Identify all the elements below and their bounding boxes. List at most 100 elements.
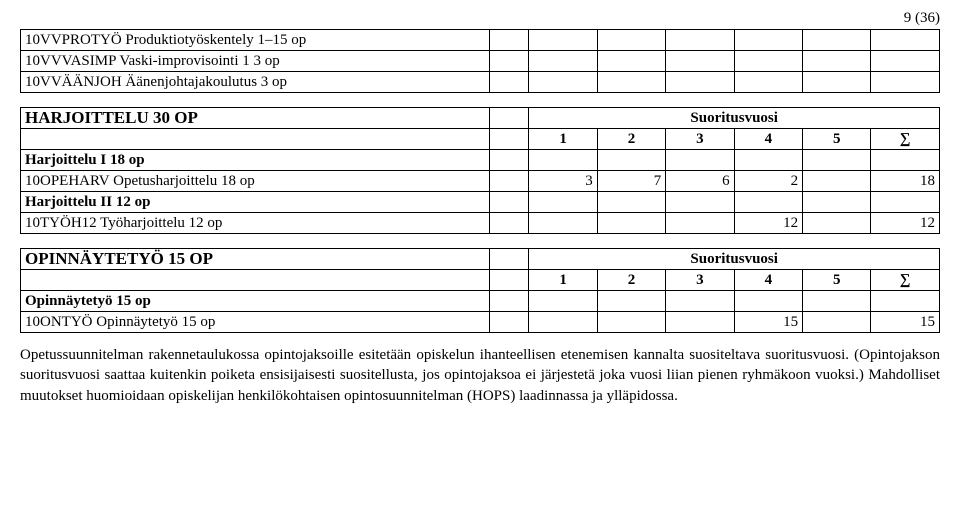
intro-empty-cell: [490, 72, 529, 93]
value-cell: [666, 291, 734, 312]
section-title: OPINNÄYTETYÖ 15 OP: [21, 249, 490, 270]
gap-cell: [490, 129, 529, 150]
gap-cell: [490, 249, 529, 270]
empty-cell: [21, 270, 490, 291]
intro-label: 10VVVASIMP Vaski-improvisointi 1 3 op: [21, 51, 490, 72]
year-col-header: 3: [666, 270, 734, 291]
value-cell: [597, 192, 665, 213]
value-cell: 7: [597, 171, 665, 192]
year-col-header: 4: [734, 129, 802, 150]
value-cell: [871, 192, 940, 213]
year-col-header: 2: [597, 129, 665, 150]
section-table: HARJOITTELU 30 OPSuoritusvuosi12345∑Harj…: [20, 107, 940, 234]
value-cell: [734, 150, 802, 171]
row-label: 10TYÖH12 Työharjoittelu 12 op: [21, 213, 490, 234]
value-cell: [803, 213, 871, 234]
intro-empty-cell: [871, 30, 940, 51]
value-cell: 15: [871, 312, 940, 333]
value-cell: [666, 192, 734, 213]
intro-empty-cell: [529, 72, 597, 93]
intro-empty-cell: [734, 51, 802, 72]
table-row: 10ONTYÖ Opinnäytetyö 15 op 15 15: [21, 312, 940, 333]
value-cell: [803, 192, 871, 213]
value-cell: 6: [666, 171, 734, 192]
intro-empty-cell: [666, 72, 734, 93]
table-row: Harjoittelu II 12 op: [21, 192, 940, 213]
year-col-header: 1: [529, 129, 597, 150]
value-cell: 3: [529, 171, 597, 192]
value-cell: [666, 150, 734, 171]
year-col-header: 5: [803, 270, 871, 291]
intro-table: 10VVPROTYÖ Produktiotyöskentely 1–15 op1…: [20, 29, 940, 93]
row-label: 10ONTYÖ Opinnäytetyö 15 op: [21, 312, 490, 333]
row-label: Harjoittelu II 12 op: [21, 192, 490, 213]
intro-empty-cell: [597, 72, 665, 93]
table-row: Opinnäytetyö 15 op: [21, 291, 940, 312]
year-header: Suoritusvuosi: [529, 249, 940, 270]
value-cell: [597, 312, 665, 333]
value-cell: [597, 291, 665, 312]
value-cell: [529, 291, 597, 312]
year-col-header: 2: [597, 270, 665, 291]
value-cell: [803, 291, 871, 312]
value-cell: [871, 291, 940, 312]
gap-cell: [490, 150, 529, 171]
gap-cell: [490, 213, 529, 234]
intro-empty-cell: [490, 51, 529, 72]
section-title: HARJOITTELU 30 OP: [21, 108, 490, 129]
intro-empty-cell: [490, 30, 529, 51]
intro-empty-cell: [734, 72, 802, 93]
footer-paragraph: Opetussuunnitelman rakennetaulukossa opi…: [20, 345, 940, 406]
section-table: OPINNÄYTETYÖ 15 OP Suoritusvuosi12345∑ Opi…: [20, 248, 940, 333]
row-label: Harjoittelu I 18 op: [21, 150, 490, 171]
gap-cell: [490, 291, 529, 312]
intro-empty-cell: [597, 51, 665, 72]
value-cell: 2: [734, 171, 802, 192]
intro-empty-cell: [803, 30, 871, 51]
value-cell: [529, 192, 597, 213]
year-header: Suoritusvuosi: [529, 108, 940, 129]
gap-cell: [490, 312, 529, 333]
intro-row: 10VVÄÄNJOH Äänenjohtajakoulutus 3 op: [21, 72, 940, 93]
gap-cell: [490, 270, 529, 291]
intro-empty-cell: [803, 51, 871, 72]
gap-cell: [490, 192, 529, 213]
year-col-header: ∑: [871, 270, 940, 291]
value-cell: [803, 312, 871, 333]
intro-empty-cell: [734, 30, 802, 51]
intro-label: 10VVÄÄNJOH Äänenjohtajakoulutus 3 op: [21, 72, 490, 93]
value-cell: [666, 312, 734, 333]
intro-empty-cell: [803, 72, 871, 93]
intro-empty-cell: [666, 51, 734, 72]
intro-empty-cell: [666, 30, 734, 51]
table-row: Harjoittelu I 18 op: [21, 150, 940, 171]
value-cell: [734, 291, 802, 312]
value-cell: 15: [734, 312, 802, 333]
value-cell: [666, 213, 734, 234]
table-row: 10TYÖH12 Työharjoittelu 12 op 12 12: [21, 213, 940, 234]
year-col-header: 4: [734, 270, 802, 291]
value-cell: [734, 192, 802, 213]
value-cell: [529, 312, 597, 333]
intro-empty-cell: [871, 51, 940, 72]
year-col-header: ∑: [871, 129, 940, 150]
value-cell: [529, 213, 597, 234]
intro-empty-cell: [529, 51, 597, 72]
empty-cell: [21, 129, 490, 150]
gap-cell: [490, 108, 529, 129]
row-label: 10OPEHARV Opetusharjoittelu 18 op: [21, 171, 490, 192]
value-cell: 12: [871, 213, 940, 234]
year-col-header: 1: [529, 270, 597, 291]
value-cell: [529, 150, 597, 171]
table-row: 10OPEHARV Opetusharjoittelu 18 op376218: [21, 171, 940, 192]
intro-empty-cell: [871, 72, 940, 93]
year-col-header: 5: [803, 129, 871, 150]
intro-row: 10VVVASIMP Vaski-improvisointi 1 3 op: [21, 51, 940, 72]
value-cell: [597, 213, 665, 234]
intro-empty-cell: [597, 30, 665, 51]
value-cell: [803, 171, 871, 192]
value-cell: [803, 150, 871, 171]
intro-label: 10VVPROTYÖ Produktiotyöskentely 1–15 op: [21, 30, 490, 51]
value-cell: 12: [734, 213, 802, 234]
row-label: Opinnäytetyö 15 op: [21, 291, 490, 312]
